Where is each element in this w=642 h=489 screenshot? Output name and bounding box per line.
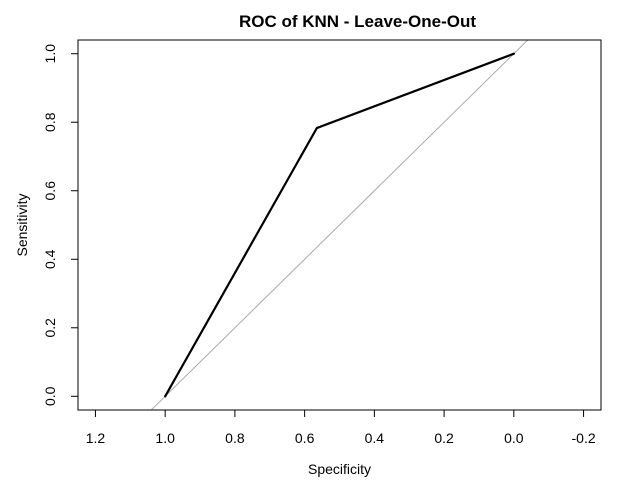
- x-tick-label: 1.0: [155, 430, 175, 446]
- roc-series: [164, 52, 515, 398]
- chance-diagonal-line: [150, 40, 529, 410]
- plot-frame: [77, 39, 602, 411]
- y-tick-label: 0.0: [42, 386, 58, 406]
- reference-diagonal: [150, 40, 529, 410]
- y-tick-label: 0.4: [42, 249, 58, 269]
- x-tick-label: 0.4: [365, 430, 385, 446]
- chart-title: ROC of KNN - Leave-One-Out: [239, 12, 476, 31]
- x-axis: 1.2 1.0 0.8 0.6 0.4 0.2 0.0 -0.2: [86, 410, 596, 446]
- y-tick-label: 0.2: [42, 318, 58, 338]
- y-tick-label: 0.8: [42, 112, 58, 132]
- x-tick-label: 0.8: [225, 430, 245, 446]
- x-tick-label: -0.2: [572, 430, 596, 446]
- y-tick-label: 1.0: [42, 44, 58, 64]
- x-tick-label: 0.6: [295, 430, 315, 446]
- roc-curve-line: [164, 52, 515, 398]
- y-axis-label: Sensitivity: [14, 193, 30, 256]
- x-axis-label: Specificity: [308, 461, 371, 477]
- y-axis: 0.0 0.2 0.4 0.6 0.8 1.0: [42, 44, 78, 406]
- x-tick-label: 0.2: [434, 430, 454, 446]
- x-tick-label: 1.2: [86, 430, 106, 446]
- y-tick-label: 0.6: [42, 181, 58, 201]
- x-tick-label: 0.0: [504, 430, 524, 446]
